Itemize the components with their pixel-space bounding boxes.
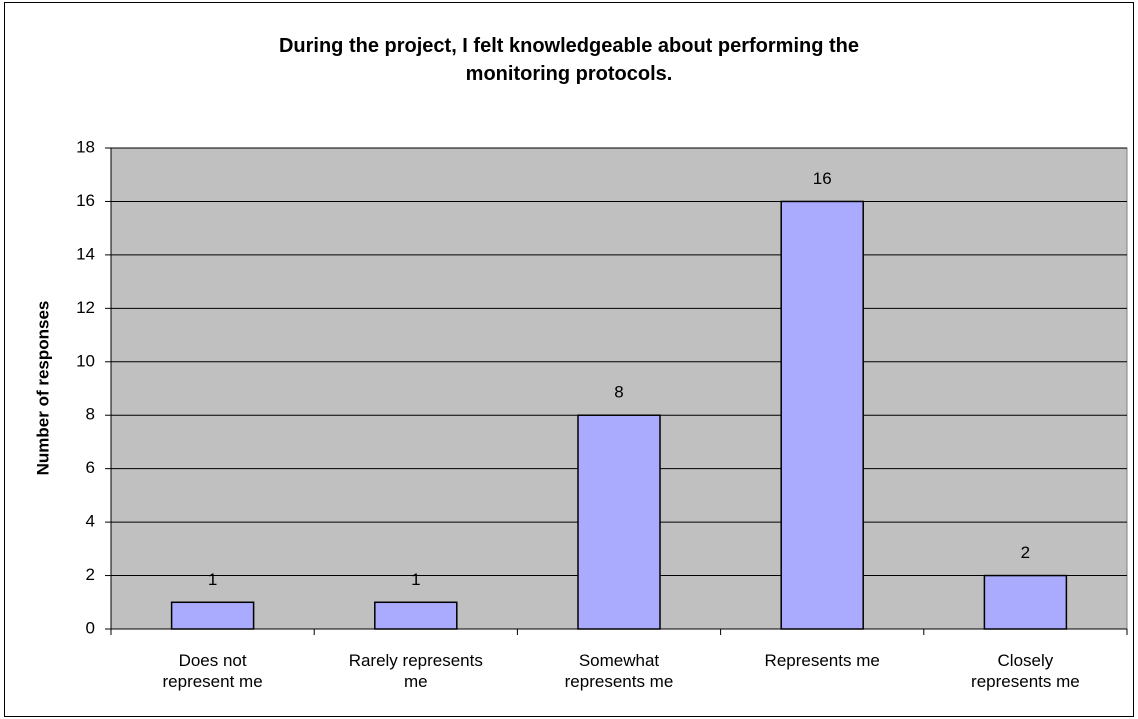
- data-label: 1: [411, 570, 420, 589]
- data-label: 16: [813, 169, 832, 188]
- x-tick-label: Rarely represents me: [348, 651, 483, 691]
- y-tick-label: 4: [86, 512, 95, 531]
- y-tick-label: 12: [76, 298, 95, 317]
- bar: [374, 601, 458, 630]
- bar: [577, 414, 661, 630]
- y-tick-label: 0: [86, 618, 95, 637]
- y-tick-label: 14: [76, 244, 95, 263]
- y-tick-label: 2: [86, 565, 95, 584]
- y-tick-label: 18: [76, 137, 95, 156]
- x-tick-label: Represents me: [764, 651, 880, 670]
- data-label: 8: [614, 383, 623, 402]
- y-axis-label: Number of responses: [33, 301, 52, 476]
- bar: [780, 200, 864, 630]
- y-tick-label: 10: [76, 351, 95, 370]
- chart-title: During the project, I felt knowledgeable…: [278, 35, 860, 85]
- bar: [983, 574, 1068, 630]
- bar: [170, 601, 255, 630]
- data-label: 1: [208, 570, 217, 589]
- x-tick-label: Somewhat represents me: [564, 651, 674, 691]
- y-tick-label: 8: [86, 405, 95, 424]
- y-tick-label: 6: [86, 458, 95, 477]
- data-label: 2: [1021, 543, 1030, 562]
- x-tick-label: Does not represent me: [162, 651, 263, 691]
- x-tick-label: Closely represents me: [971, 651, 1080, 691]
- y-tick-label: 16: [76, 191, 95, 210]
